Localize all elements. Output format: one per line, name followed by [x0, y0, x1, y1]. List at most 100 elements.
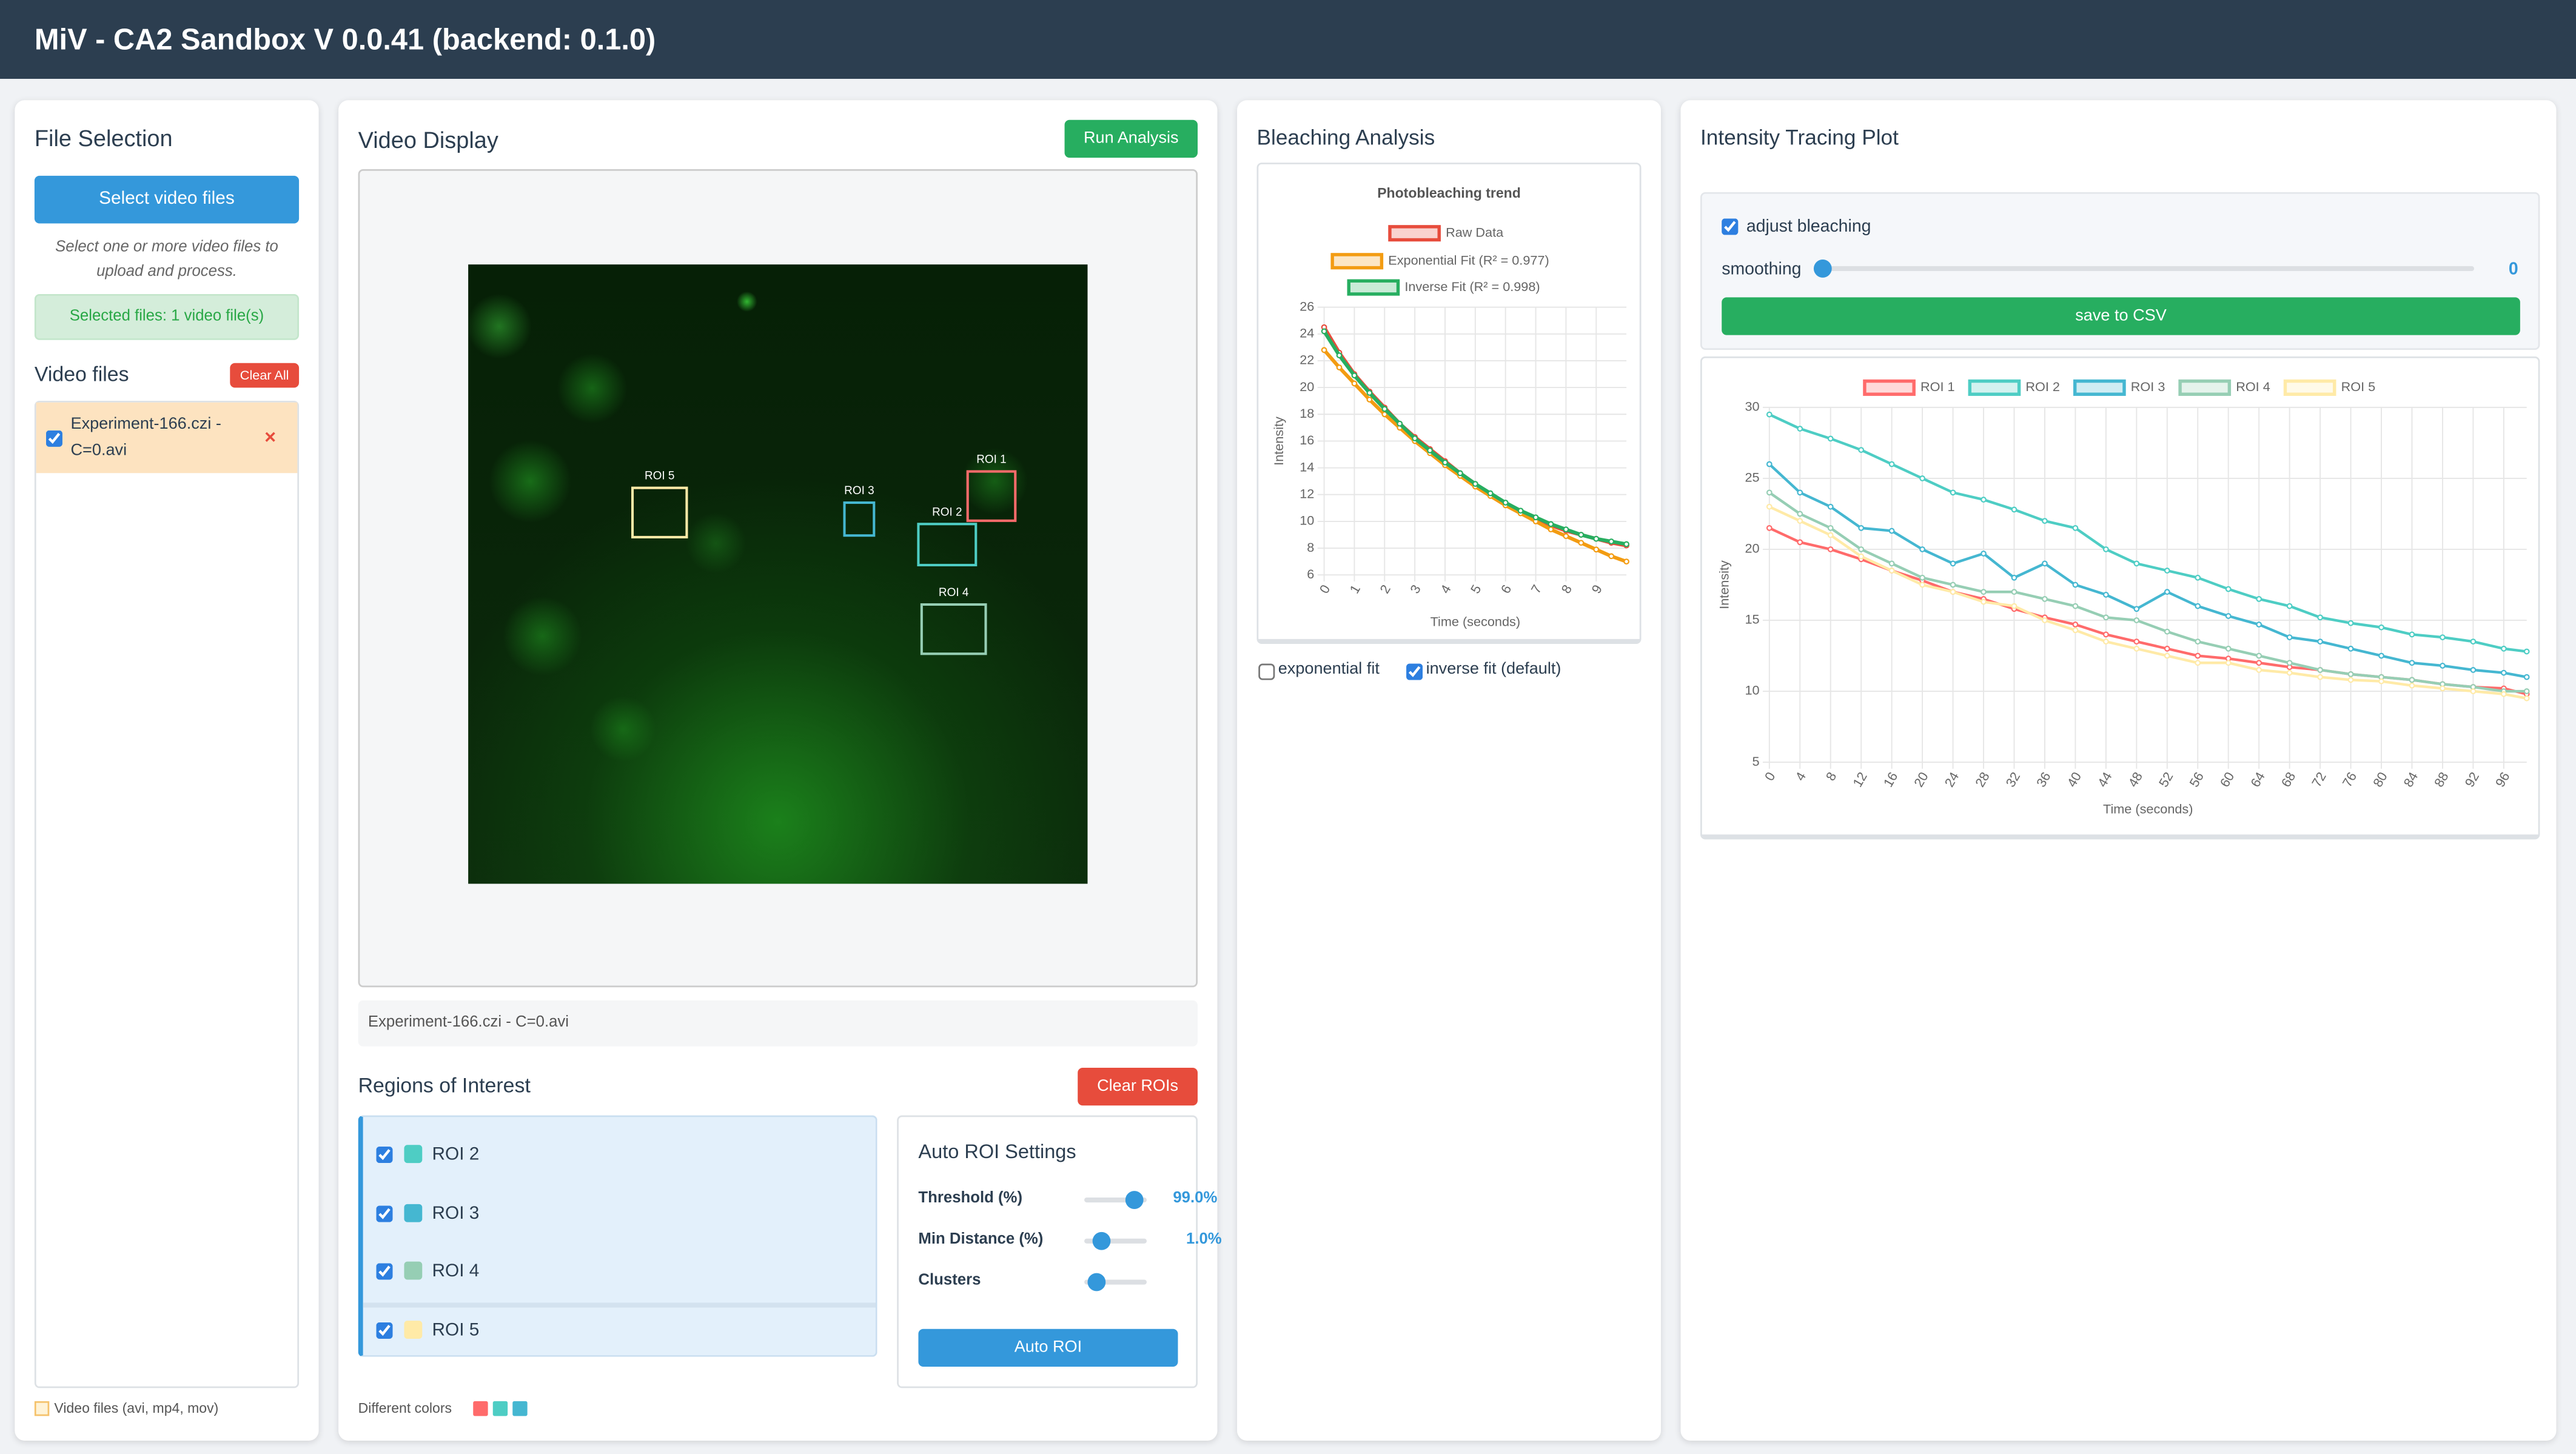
roi-label: ROI 4: [939, 586, 969, 599]
x-axis-label: Time (seconds): [1431, 614, 1520, 629]
run-analysis-button[interactable]: Run Analysis: [1064, 119, 1198, 158]
roi-checkbox[interactable]: [376, 1205, 393, 1222]
x-tick-label: 32: [2002, 769, 2023, 789]
legend-swatch: [34, 1401, 50, 1416]
data-point: [1888, 568, 1895, 574]
y-tick-label: 24: [1300, 325, 1314, 340]
inverse-fit-checkbox[interactable]: [1406, 663, 1423, 680]
data-point: [2133, 560, 2140, 567]
card-title: Bleaching Analysis: [1256, 124, 1435, 150]
data-point: [1578, 540, 1585, 546]
x-tick-label: 60: [2217, 769, 2238, 789]
clusters-slider[interactable]: [1084, 1279, 1147, 1285]
threshold-slider[interactable]: [1084, 1197, 1147, 1203]
data-point: [1919, 581, 1925, 588]
x-tick-label: 48: [2125, 769, 2145, 789]
data-point: [2256, 595, 2262, 602]
data-point: [1797, 511, 1803, 517]
y-axis-label: Intensity: [1271, 417, 1286, 466]
data-point: [1548, 526, 1554, 533]
slider-thumb[interactable]: [1092, 1231, 1111, 1250]
data-point: [1950, 560, 1956, 567]
data-point: [1981, 497, 1987, 503]
x-tick-label: 24: [1942, 769, 1962, 789]
file-checkbox[interactable]: [45, 430, 62, 447]
roi-checkbox[interactable]: [376, 1263, 393, 1280]
data-point: [1321, 328, 1327, 335]
remove-file[interactable]: ×: [264, 425, 277, 449]
data-point: [2042, 560, 2048, 567]
exp-fit-checkbox[interactable]: [1258, 663, 1275, 680]
inverse-fit-label: inverse fit (default): [1426, 660, 1561, 678]
data-point: [2317, 667, 2323, 673]
auto-roi-button[interactable]: Auto ROI: [918, 1328, 1178, 1367]
data-point: [2133, 617, 2140, 623]
legend-label: ROI 4: [2236, 379, 2270, 394]
x-tick-label: 80: [2370, 769, 2390, 789]
data-point: [2256, 621, 2262, 628]
data-point: [2195, 574, 2201, 581]
video-filename: Experiment-166.czi - C=0.avi: [358, 1000, 1198, 1047]
data-point: [2317, 638, 2323, 645]
data-point: [2286, 603, 2293, 609]
roi-list: [358, 1115, 877, 1357]
legend-label: ROI 1: [1920, 379, 1955, 394]
data-point: [1827, 532, 1834, 538]
file-row: [36, 402, 298, 474]
roi-label: ROI 1: [976, 454, 1007, 466]
slider-thumb[interactable]: [1125, 1191, 1144, 1209]
legend-swatch: [2178, 379, 2232, 396]
legend-label: ROI 5: [2341, 379, 2376, 394]
data-point: [2378, 624, 2384, 631]
clear-all-button[interactable]: Clear All: [230, 363, 300, 388]
y-tick-label: 5: [1752, 754, 1759, 769]
data-point: [2500, 669, 2507, 676]
data-point: [2256, 652, 2262, 659]
min-distance-slider[interactable]: [1084, 1238, 1147, 1244]
y-tick-label: 10: [1300, 513, 1314, 528]
data-point: [1381, 406, 1388, 412]
x-tick-label: 1: [1346, 582, 1363, 596]
data-point: [1578, 532, 1585, 538]
slider-thumb[interactable]: [1813, 260, 1832, 278]
adjust-bleaching-checkbox[interactable]: [1722, 218, 1739, 235]
file-types: Video files (avi, mp4, mov): [54, 1399, 219, 1416]
data-point: [1517, 508, 1524, 514]
data-point: [2225, 586, 2232, 592]
roi-checkbox[interactable]: [376, 1147, 393, 1164]
x-tick-label: 20: [1911, 769, 1931, 789]
data-point: [2317, 614, 2323, 621]
data-point: [2011, 603, 2018, 609]
slider-thumb[interactable]: [1087, 1273, 1106, 1292]
legend-label: ROI 3: [2131, 379, 2165, 394]
data-point: [2225, 613, 2232, 619]
data-point: [2195, 652, 2201, 659]
roi-color: [404, 1321, 423, 1339]
chart-title: Photobleaching trend: [1377, 185, 1521, 201]
select-files-button[interactable]: Select video files: [34, 175, 300, 224]
data-point: [1766, 503, 1773, 510]
data-point: [1623, 541, 1629, 548]
section-title: Regions of Interest: [358, 1074, 531, 1097]
roi-checkbox[interactable]: [376, 1322, 393, 1339]
smoothing-slider[interactable]: [1815, 266, 2475, 272]
x-tick-label: 16: [1880, 769, 1901, 789]
clear-rois-button[interactable]: Clear ROIs: [1078, 1067, 1198, 1106]
x-tick-label: 8: [1823, 769, 1840, 783]
data-point: [1858, 546, 1865, 552]
data-point: [2133, 638, 2140, 645]
data-point: [2164, 568, 2170, 574]
roi-box: [966, 470, 1017, 522]
data-point: [2286, 660, 2293, 666]
roi-color: [404, 1145, 423, 1164]
data-point: [1427, 447, 1433, 454]
file-list: [34, 401, 300, 1389]
data-point: [1827, 435, 1834, 442]
save-csv-button[interactable]: save to CSV: [1722, 297, 2520, 335]
file-name: Experiment-166.czi - C=0.avi: [70, 415, 221, 460]
data-point: [2072, 621, 2079, 628]
app-title: MiV - CA2 Sandbox V 0.0.41 (backend: 0.1…: [34, 22, 656, 56]
data-point: [2042, 595, 2048, 602]
roi-box: [631, 486, 688, 538]
